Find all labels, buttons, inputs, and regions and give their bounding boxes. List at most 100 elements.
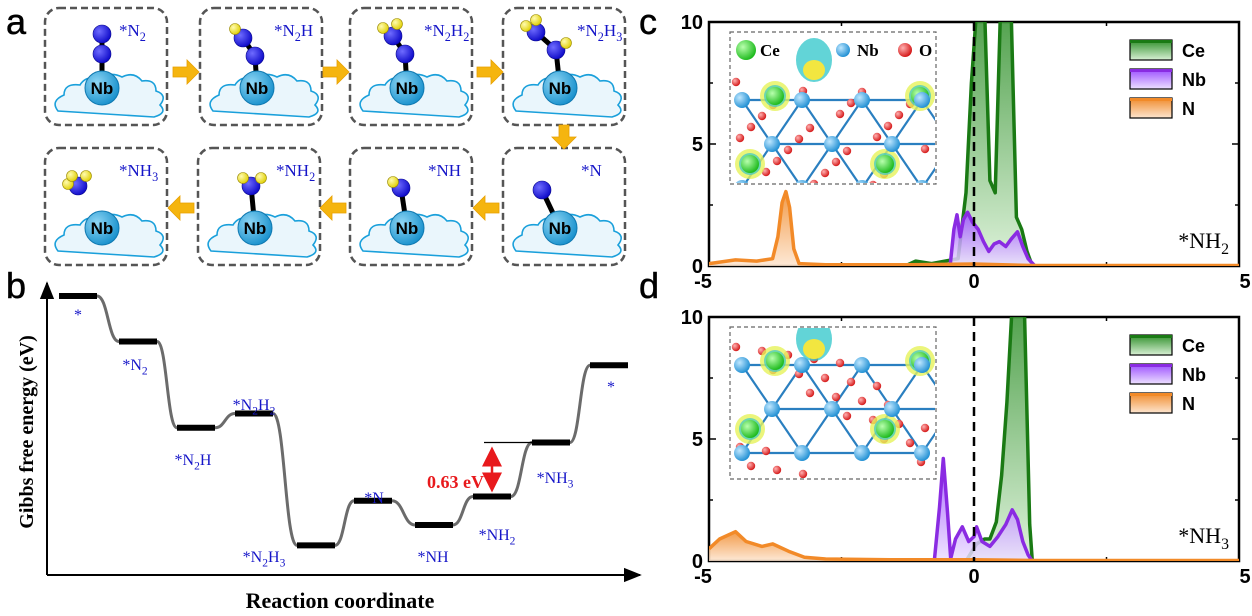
hydrogen-atom bbox=[560, 37, 572, 49]
adsorbate-density bbox=[803, 339, 825, 359]
state-label-1: * bbox=[74, 307, 82, 324]
legend-item-n: N bbox=[1129, 392, 1195, 414]
legend-label: Ce bbox=[1182, 336, 1205, 356]
y-tick-label: 0 bbox=[692, 551, 703, 573]
lattice-bond bbox=[801, 364, 833, 410]
legend-label: N bbox=[1182, 99, 1195, 119]
nb-atom bbox=[84, 70, 120, 106]
step-box-4: Nb *N2H3 bbox=[501, 6, 627, 127]
oxygen-atom bbox=[761, 167, 771, 177]
dos-area-ce bbox=[966, 317, 1033, 561]
nb-atom-label: Nb bbox=[244, 219, 267, 238]
step-box-3: Nb *N2H2 bbox=[348, 6, 474, 127]
lattice-bond bbox=[831, 408, 863, 454]
nb-atom bbox=[794, 357, 810, 373]
lattice-bond bbox=[804, 143, 833, 183]
nb-atom bbox=[914, 357, 930, 373]
oxygen-atom bbox=[835, 358, 845, 368]
lattice-bond bbox=[771, 408, 803, 454]
lattice-bond bbox=[861, 99, 893, 145]
nb-atom bbox=[884, 136, 900, 152]
nb-atom bbox=[542, 210, 578, 246]
state-label-8: *NH2 bbox=[479, 527, 516, 547]
oxygen-atom bbox=[772, 465, 782, 475]
hydrogen-atom bbox=[80, 170, 92, 182]
free-energy-diagram: Gibbs free energy (eV) Reaction coordina… bbox=[16, 281, 642, 613]
hydrogen-atom bbox=[229, 23, 241, 35]
legend-label: N bbox=[1182, 394, 1195, 414]
nb-atom bbox=[795, 180, 809, 183]
oxygen-atom bbox=[746, 461, 756, 471]
nb-atom bbox=[854, 92, 870, 108]
state-label-10: * bbox=[607, 379, 615, 396]
x-tick-label: 5 bbox=[1239, 271, 1250, 293]
oxygen-atom bbox=[846, 377, 856, 387]
state-label-3: *N2H bbox=[175, 452, 212, 472]
step-box-7: Nb *NH2 bbox=[196, 146, 322, 267]
flow-arrow bbox=[319, 195, 347, 221]
legend-item-nb: Nb bbox=[1129, 363, 1206, 385]
hydrogen-atom bbox=[237, 172, 249, 184]
oxygen-atom bbox=[872, 381, 882, 391]
lattice-bond bbox=[921, 431, 935, 454]
hydrogen-atom bbox=[377, 22, 389, 34]
oxygen-atom bbox=[846, 98, 856, 108]
step-label: *N2 bbox=[119, 21, 146, 44]
ce-atom bbox=[876, 155, 894, 173]
panel-label-c: c bbox=[639, 1, 657, 42]
oxygen-atom bbox=[842, 146, 852, 156]
lattice-bond bbox=[771, 143, 800, 183]
reaction-pathway-panel: Nb *N2 Nb *N2H Nb *N2H2 Nb *N2H3 Nb *N Nb *NH Nb *NH2… bbox=[43, 6, 627, 267]
charge-density-inset: Ce Nb O bbox=[729, 31, 937, 185]
inset-legend-label: O bbox=[919, 41, 932, 60]
ce-atom bbox=[741, 420, 759, 438]
nitrogen-atom bbox=[546, 40, 566, 60]
nb-atom bbox=[794, 445, 810, 461]
legend-item-n: N bbox=[1129, 97, 1195, 119]
inset-structure bbox=[731, 38, 935, 183]
oxygen-atom bbox=[809, 179, 819, 183]
legend-label: Ce bbox=[1182, 41, 1205, 61]
oxygen-atom bbox=[805, 388, 815, 398]
oxygen-atom bbox=[872, 132, 882, 142]
dos-area-n bbox=[709, 531, 1239, 561]
nb-atom bbox=[239, 70, 275, 106]
x-tick-label: 0 bbox=[968, 566, 979, 588]
dos-line-ce bbox=[964, 317, 1035, 561]
legend-item-ce: Ce bbox=[1129, 334, 1205, 356]
nb-atom bbox=[764, 136, 780, 152]
oxygen-atom bbox=[883, 121, 893, 131]
lattice-bond bbox=[741, 364, 773, 410]
nb-atom bbox=[734, 445, 750, 461]
state-label-5: *N2H3 bbox=[243, 549, 286, 569]
state-label-6: *N bbox=[364, 490, 384, 507]
lattice-bond bbox=[771, 99, 803, 145]
lattice-bond bbox=[801, 408, 833, 454]
oxygen-atom bbox=[894, 110, 904, 120]
inset-legend-item-nb: Nb bbox=[836, 41, 879, 60]
nb-atom bbox=[389, 70, 425, 106]
oxygen-atom bbox=[905, 438, 915, 448]
legend-label: Nb bbox=[1182, 70, 1206, 90]
panel-label-a: a bbox=[6, 1, 27, 42]
oxygen-atom bbox=[735, 133, 745, 143]
y-tick-label: 10 bbox=[681, 307, 703, 329]
state-label-4: *N2H2 bbox=[233, 397, 276, 417]
oxygen-atom bbox=[831, 392, 841, 402]
nb-atom bbox=[824, 401, 840, 417]
oxygen-atom bbox=[831, 157, 841, 167]
nb-atom-label: Nb bbox=[549, 79, 572, 98]
nb-atom bbox=[734, 357, 750, 373]
step-label: *NH2 bbox=[276, 161, 315, 184]
hydrogen-atom bbox=[391, 18, 403, 30]
inset-structure bbox=[731, 328, 935, 478]
nb-atom bbox=[237, 210, 273, 246]
oxygen-atom bbox=[920, 144, 930, 154]
oxygen-atom bbox=[783, 145, 793, 155]
oxygen-atom bbox=[842, 411, 852, 421]
charge-density-inset bbox=[729, 326, 937, 480]
panel-label-d: d bbox=[639, 265, 659, 306]
nb-atom-label: Nb bbox=[246, 79, 269, 98]
dos-line-nb bbox=[932, 456, 1034, 561]
